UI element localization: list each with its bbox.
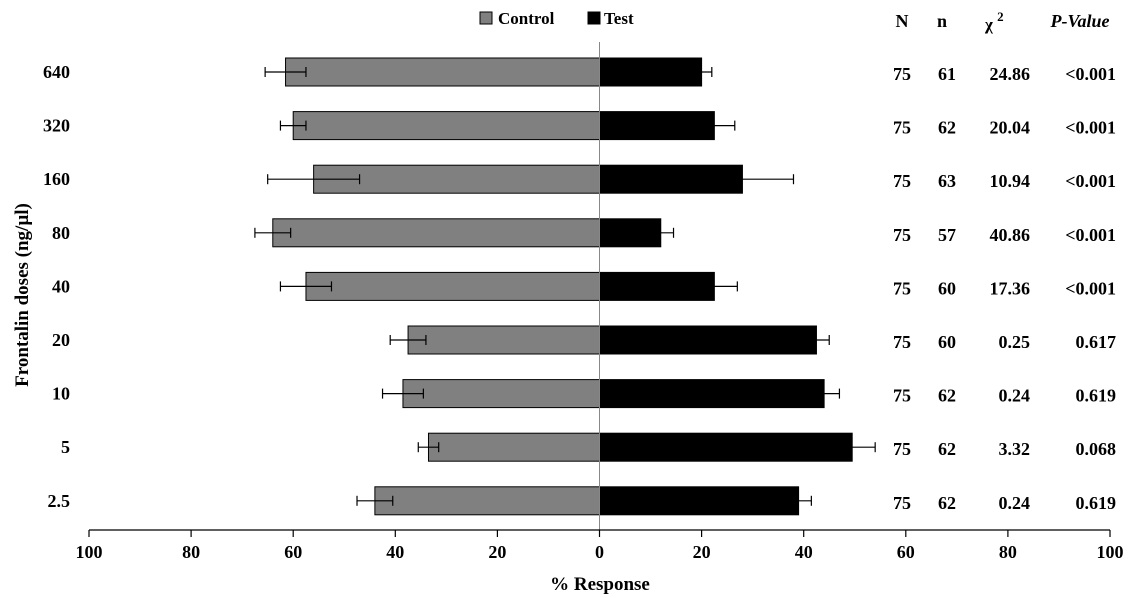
y-tick-label-5: 5 [61, 437, 70, 457]
stats-n-320: 62 [938, 118, 956, 138]
stats-chi2-40: 17.36 [990, 278, 1031, 298]
stats-table: 75 61 24.86 <0.001 75 62 20.04 <0.001 75 63 10.94 <… [893, 64, 1116, 513]
y-tick-label-20: 20 [52, 330, 70, 350]
stats-N-20: 75 [893, 332, 911, 352]
stats-N-640: 75 [893, 64, 911, 84]
legend: Control Test [479, 9, 634, 28]
x-tick-label-10: 100 [1097, 542, 1124, 562]
stats-n-20: 60 [938, 332, 956, 352]
stats-n-160: 63 [938, 171, 956, 191]
y-tick-label-640: 640 [43, 62, 70, 82]
plot-area [254, 42, 876, 530]
y-tick-label-80: 80 [52, 223, 70, 243]
stats-chi2-160: 10.94 [990, 171, 1031, 191]
stats-N-40: 75 [893, 278, 911, 298]
stats-N-320: 75 [893, 118, 911, 138]
bar-test-640 [599, 57, 703, 87]
bar-test-2.5 [599, 486, 800, 516]
bar-control-20 [407, 325, 600, 355]
stats-chi2-640: 24.86 [990, 64, 1031, 84]
stats-header-N: N [896, 11, 909, 31]
stats-N-5: 75 [893, 439, 911, 459]
bar-control-320 [292, 111, 600, 141]
x-tick-label-6: 20 [693, 542, 711, 562]
x-tick-label-5: 0 [595, 542, 604, 562]
stats-p-160: <0.001 [1065, 171, 1116, 191]
legend-swatch-control [479, 11, 493, 25]
legend-label-test: Test [604, 9, 634, 28]
stats-n-2.5: 62 [938, 493, 956, 513]
x-tick-label-2: 60 [284, 542, 302, 562]
x-tick-label-1: 80 [182, 542, 200, 562]
bar-control-2.5 [374, 486, 600, 516]
y-tick-label-2.5: 2.5 [48, 491, 71, 511]
y-tick-label-160: 160 [43, 169, 70, 189]
bar-control-10 [402, 379, 600, 409]
legend-label-control: Control [498, 9, 555, 28]
x-axis: 100 80 60 40 20 0 20 40 60 80 100 [76, 529, 1124, 562]
stats-n-80: 57 [938, 225, 956, 245]
stats-p-2.5: 0.619 [1076, 493, 1117, 513]
stats-p-320: <0.001 [1065, 118, 1116, 138]
legend-swatch-test [587, 11, 601, 25]
bar-control-80 [272, 218, 600, 248]
y-tick-label-320: 320 [43, 116, 70, 136]
stats-p-20: 0.617 [1076, 332, 1117, 352]
stats-chi2-2.5: 0.24 [999, 493, 1031, 513]
stats-chi2-80: 40.86 [990, 225, 1031, 245]
stats-n-10: 62 [938, 386, 956, 406]
stats-p-640: <0.001 [1065, 64, 1116, 84]
stats-N-160: 75 [893, 171, 911, 191]
stats-chi2-10: 0.24 [999, 386, 1031, 406]
bar-control-5 [427, 432, 601, 462]
x-tick-label-8: 60 [897, 542, 915, 562]
stats-chi2-5: 3.32 [999, 439, 1031, 459]
stats-chi2-320: 20.04 [990, 118, 1031, 138]
stats-chi2-20: 0.25 [999, 332, 1031, 352]
bar-test-5 [599, 432, 853, 462]
stats-N-10: 75 [893, 386, 911, 406]
stats-header-n: n [937, 11, 947, 31]
stats-p-40: <0.001 [1065, 278, 1116, 298]
y-axis: 640 320 160 80 40 20 10 5 2.5 [43, 62, 70, 511]
x-tick-label-9: 80 [999, 542, 1017, 562]
stats-header-chi: χ [984, 15, 993, 34]
stats-p-5: 0.068 [1076, 439, 1117, 459]
y-tick-label-10: 10 [52, 384, 70, 404]
stats-n-40: 60 [938, 278, 956, 298]
x-axis-title: % Response [550, 574, 650, 595]
stats-N-80: 75 [893, 225, 911, 245]
stats-n-640: 61 [938, 64, 956, 84]
bar-test-20 [599, 325, 817, 355]
bar-control-640 [285, 57, 600, 87]
stats-header-chi2: χ 2 [984, 9, 1004, 34]
stats-p-10: 0.619 [1076, 386, 1117, 406]
stats-p-80: <0.001 [1065, 225, 1116, 245]
x-tick-label-7: 40 [795, 542, 813, 562]
y-axis-title: Frontalin doses (ng/µl) [12, 203, 33, 387]
stats-header-chi-sup: 2 [997, 9, 1004, 24]
stats-N-2.5: 75 [893, 493, 911, 513]
bar-test-10 [599, 379, 825, 409]
stats-header: N n χ 2 P-Value [896, 9, 1110, 34]
x-tick-label-4: 20 [488, 542, 506, 562]
stats-header-p: P-Value [1049, 11, 1109, 31]
x-tick-label-3: 40 [386, 542, 404, 562]
stats-n-5: 62 [938, 439, 956, 459]
x-tick-label-0: 100 [76, 542, 103, 562]
y-tick-label-40: 40 [52, 276, 70, 296]
bar-control-40 [305, 271, 600, 301]
